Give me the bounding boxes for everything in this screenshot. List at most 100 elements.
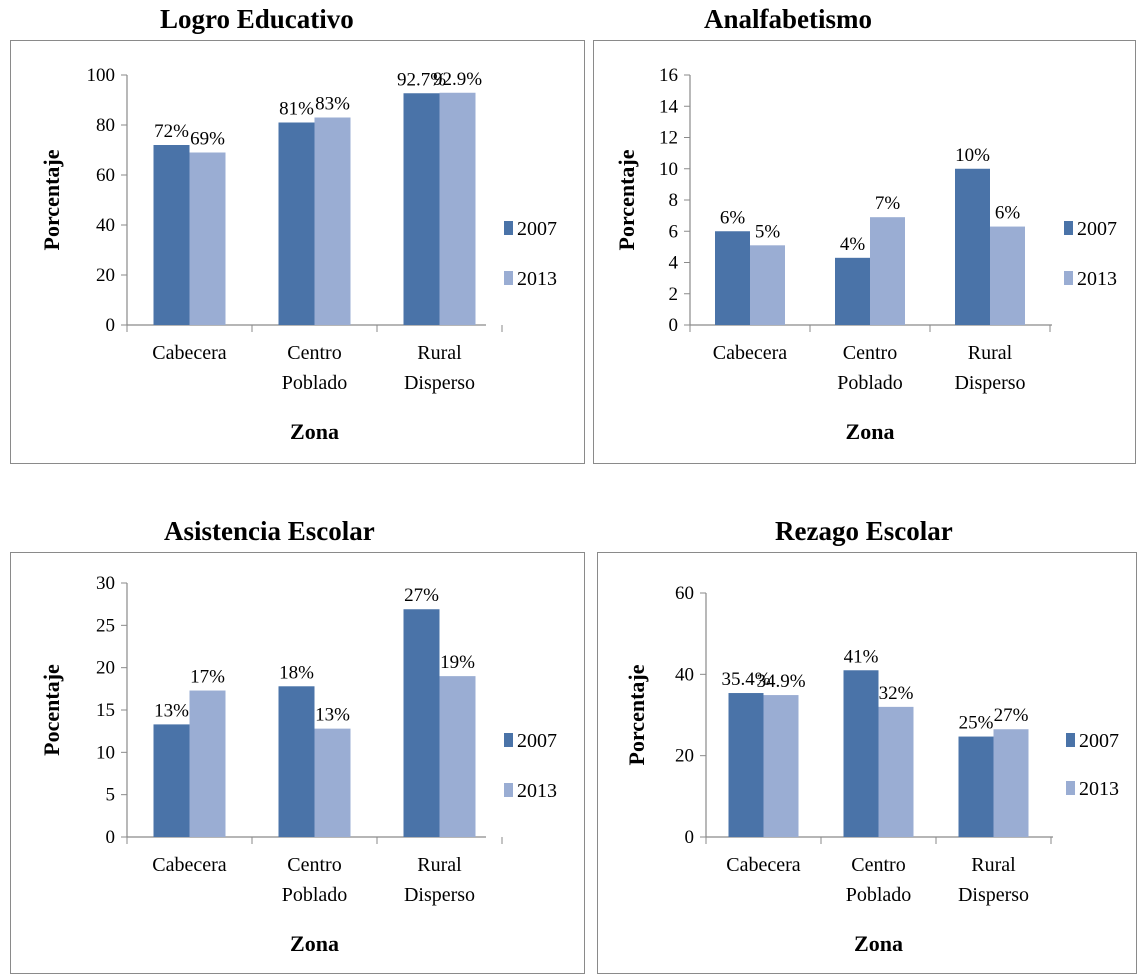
data-label: 81% bbox=[279, 99, 314, 120]
legend-label: 2013 bbox=[517, 780, 557, 802]
data-label: 4% bbox=[840, 234, 866, 255]
y-tick-label: 80 bbox=[96, 115, 115, 136]
chart-analfabetismo: 0 2 4 6 8 10 12 14 16 6% 5% Cabecera 4% 7% Centro Pobla… bbox=[593, 40, 1136, 464]
data-label: 32% bbox=[879, 683, 914, 704]
y-tick-label: 40 bbox=[96, 215, 115, 236]
y-tick-label: 2 bbox=[669, 284, 679, 305]
y-tick-label: 20 bbox=[675, 746, 694, 767]
y-tick-label: 4 bbox=[669, 253, 679, 274]
bar-2013 bbox=[189, 152, 226, 325]
category-label: Disperso bbox=[404, 884, 475, 906]
y-tick-label: 0 bbox=[106, 315, 116, 336]
chart-rezago-escolar: 0 20 40 60 35.4% 34.9% Cabecera 41% 32% Centro Pob… bbox=[597, 552, 1137, 974]
data-label: 6% bbox=[720, 207, 746, 228]
chart-title-rezago: Rezago Escolar bbox=[775, 516, 953, 546]
data-label: 41% bbox=[844, 646, 879, 667]
data-label: 35.4% bbox=[721, 669, 770, 690]
legend-label: 2007 bbox=[1079, 730, 1119, 752]
bar-2013 bbox=[763, 695, 799, 837]
data-label: 25% bbox=[959, 713, 994, 734]
legend-swatch-2013 bbox=[504, 783, 513, 797]
data-label: 13% bbox=[315, 705, 350, 726]
category-label: Rural bbox=[968, 342, 1013, 364]
y-tick-label: 60 bbox=[675, 583, 694, 604]
legend-label: 2007 bbox=[517, 218, 557, 240]
y-axis-title: Porcentaje bbox=[614, 149, 639, 250]
bar-2013 bbox=[314, 728, 351, 837]
bar-2013 bbox=[750, 245, 785, 325]
chart-logro-educativo: 0 20 40 60 80 100 72% 69% Cabecera 81% 83% Centro Po… bbox=[10, 40, 585, 464]
chart-title-asistencia: Asistencia Escolar bbox=[164, 516, 375, 546]
legend-swatch-2007 bbox=[1066, 733, 1075, 747]
category-label: Cabecera bbox=[152, 342, 227, 364]
bar-2013 bbox=[990, 226, 1025, 325]
data-label: 34.9% bbox=[756, 671, 805, 692]
data-label: 6% bbox=[995, 203, 1021, 224]
legend-label: 2007 bbox=[1077, 218, 1117, 240]
bar-2007 bbox=[843, 670, 879, 837]
data-label: 92.7% bbox=[397, 69, 446, 90]
bar-2007 bbox=[958, 736, 994, 837]
bar-2007 bbox=[835, 257, 870, 325]
category-label: Cabecera bbox=[152, 854, 227, 876]
legend-swatch-2007 bbox=[1064, 221, 1073, 235]
legend-swatch-2007 bbox=[504, 733, 513, 747]
category-label: Poblado bbox=[282, 884, 348, 906]
legend-label: 2013 bbox=[517, 268, 557, 290]
y-tick-label: 12 bbox=[659, 128, 678, 149]
category-label: Poblado bbox=[282, 372, 348, 394]
y-tick-label: 15 bbox=[96, 700, 115, 721]
y-axis-title: Pocentaje bbox=[39, 664, 64, 756]
y-tick-label: 30 bbox=[96, 573, 115, 594]
category-label: Centro bbox=[843, 342, 897, 364]
bar-2007 bbox=[403, 93, 440, 325]
data-label: 5% bbox=[755, 221, 781, 242]
chart-svg: 0 20 40 60 80 100 72% 69% Cabecera 81% 83% Centro Po… bbox=[39, 65, 557, 444]
y-tick-label: 25 bbox=[96, 615, 115, 636]
x-axis-title: Zona bbox=[290, 419, 339, 444]
category-label: Rural bbox=[417, 342, 462, 364]
y-tick-label: 14 bbox=[659, 96, 679, 117]
y-tick-label: 20 bbox=[96, 265, 115, 286]
data-label: 7% bbox=[875, 193, 901, 214]
category-label: Centro bbox=[287, 854, 341, 876]
bar-2007 bbox=[715, 231, 750, 325]
bar-2007 bbox=[278, 122, 315, 325]
category-label: Disperso bbox=[954, 372, 1025, 394]
data-label: 27% bbox=[404, 585, 439, 606]
data-label: 83% bbox=[315, 94, 350, 115]
y-tick-label: 8 bbox=[669, 190, 679, 211]
category-label: Poblado bbox=[837, 372, 903, 394]
chart-title-logro: Logro Educativo bbox=[160, 4, 354, 34]
x-axis-title: Zona bbox=[854, 931, 903, 956]
data-label: 27% bbox=[994, 705, 1029, 726]
category-label: Disperso bbox=[404, 372, 475, 394]
data-label: 10% bbox=[955, 145, 990, 166]
y-tick-label: 60 bbox=[96, 165, 115, 186]
y-tick-label: 10 bbox=[96, 742, 115, 763]
category-label: Cabecera bbox=[726, 854, 801, 876]
data-label: 72% bbox=[154, 121, 189, 142]
y-tick-label: 6 bbox=[669, 221, 679, 242]
category-label: Rural bbox=[417, 854, 462, 876]
bar-2007 bbox=[278, 686, 315, 837]
y-tick-label: 16 bbox=[659, 65, 678, 86]
chart-svg: 0 2 4 6 8 10 12 14 16 6% 5% Cabecera 4% 7% Centro Pobla… bbox=[614, 65, 1117, 444]
legend-swatch-2013 bbox=[1066, 781, 1075, 795]
y-tick-label: 0 bbox=[106, 827, 116, 848]
category-label: Rural bbox=[971, 854, 1016, 876]
x-axis-title: Zona bbox=[290, 931, 339, 956]
legend-swatch-2013 bbox=[504, 271, 513, 285]
data-label: 69% bbox=[190, 129, 225, 150]
legend-label: 2007 bbox=[517, 730, 557, 752]
category-label: Cabecera bbox=[713, 342, 788, 364]
category-label: Centro bbox=[287, 342, 341, 364]
legend-swatch-2013 bbox=[1064, 271, 1073, 285]
y-tick-label: 40 bbox=[675, 664, 694, 685]
legend-swatch-2007 bbox=[504, 221, 513, 235]
data-label: 18% bbox=[279, 662, 314, 683]
bar-2007 bbox=[403, 609, 440, 837]
bar-2007 bbox=[153, 724, 190, 837]
bar-2013 bbox=[314, 117, 351, 325]
category-label: Disperso bbox=[958, 884, 1029, 906]
